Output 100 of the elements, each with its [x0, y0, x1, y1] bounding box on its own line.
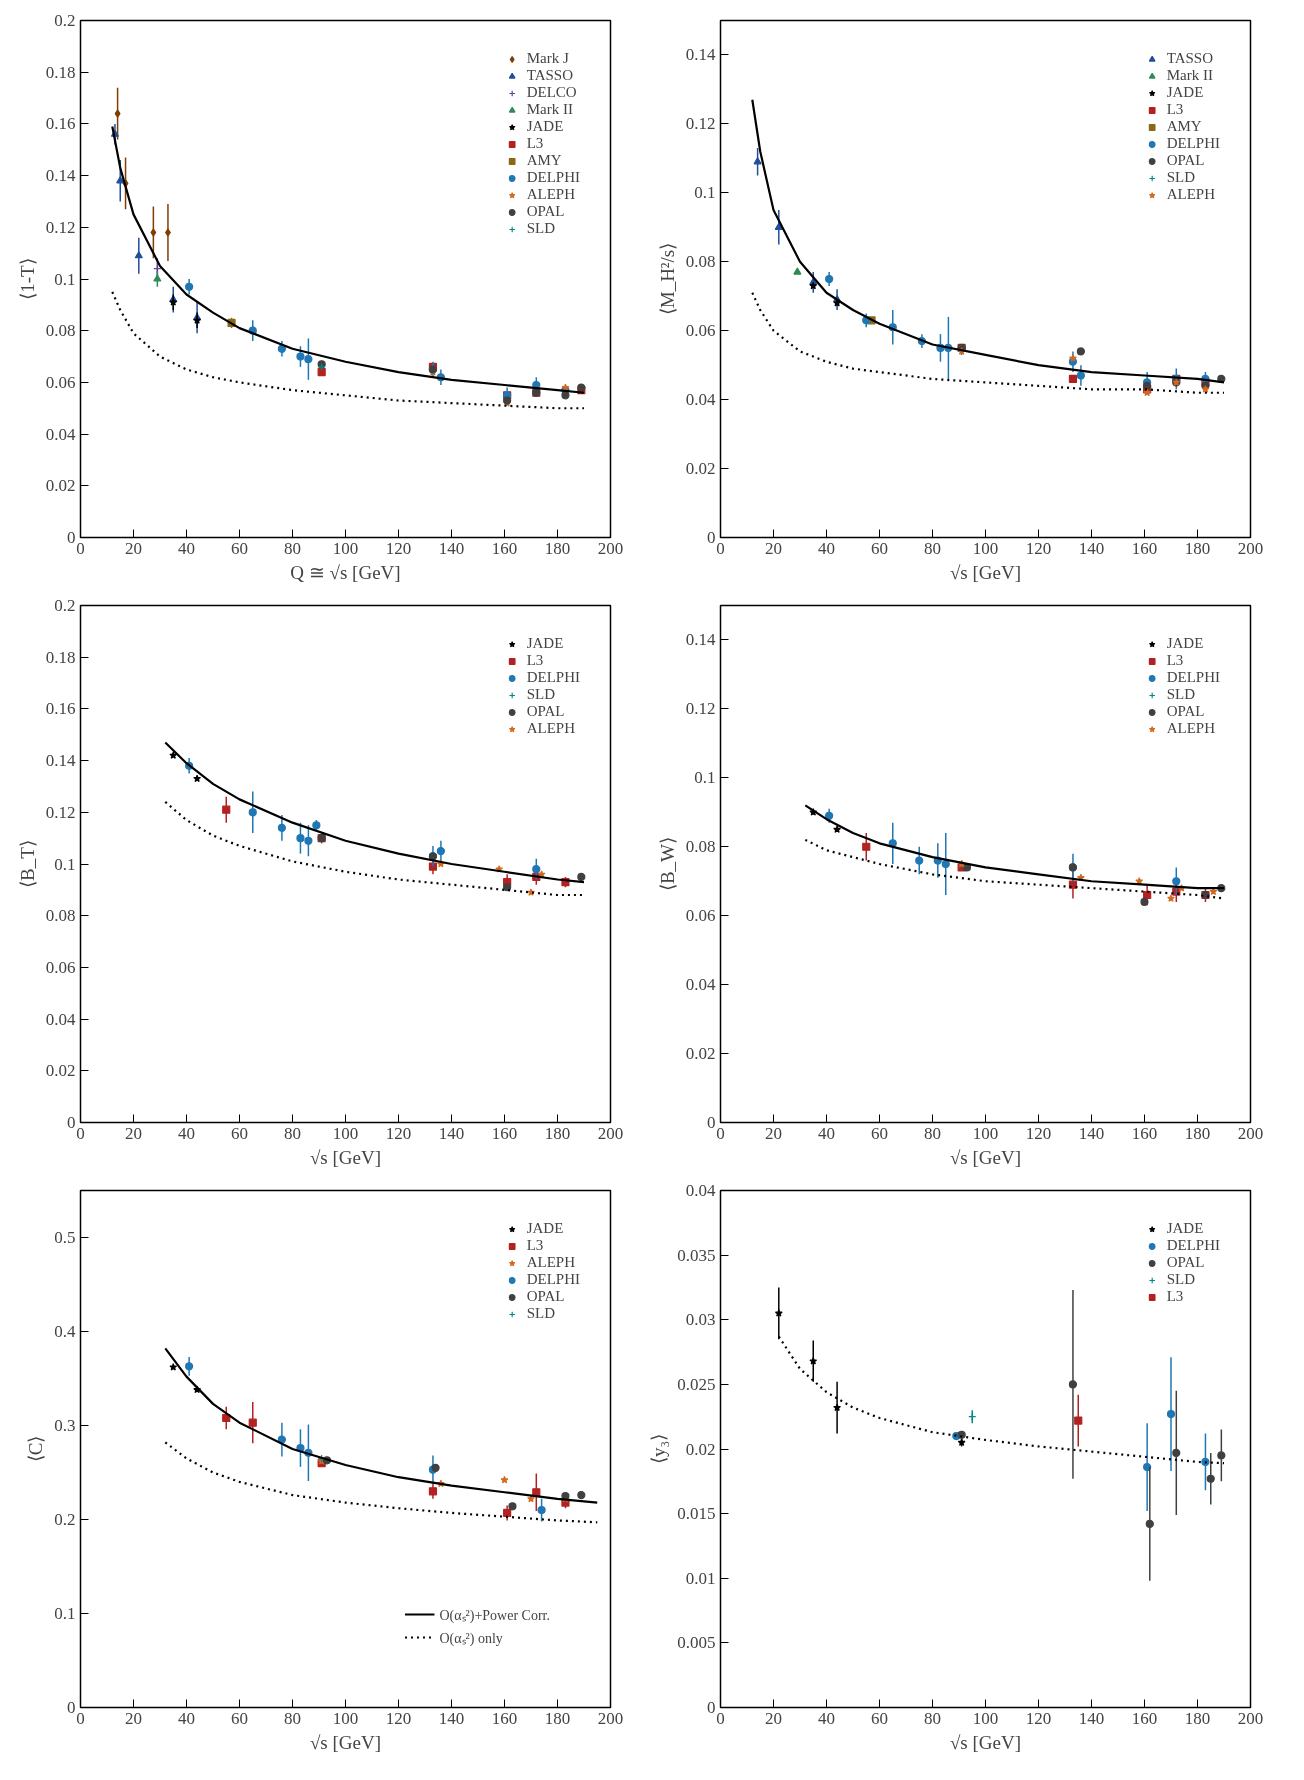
x-tick-label: 200 [1237, 538, 1264, 558]
x-tick-label: 40 [178, 538, 195, 558]
x-tick-label: 20 [765, 1123, 782, 1143]
x-tick-label: 60 [231, 1123, 248, 1143]
legend-label: O(αₛ²)+Power Corr. [439, 1606, 550, 1624]
legend-label: L3 [526, 135, 545, 152]
x-tick-label: 120 [1025, 1708, 1052, 1728]
x-tick-label: 180 [544, 1123, 571, 1143]
y-tick-label: 0.08 [45, 321, 76, 341]
x-axis-title: √s [GeV] [949, 561, 1022, 583]
legend-label: SLD [526, 1305, 556, 1322]
x-tick-label: 80 [284, 1123, 301, 1143]
legend-label: OPAL [1166, 703, 1205, 720]
legend-label: DELPHI [1166, 669, 1220, 686]
x-tick-label: 120 [385, 1123, 412, 1143]
legend-label: ALEPH [526, 720, 576, 737]
y-tick-label: 0.02 [685, 459, 716, 479]
x-tick-label: 200 [597, 1123, 624, 1143]
y-tick-label: 0.08 [685, 252, 716, 272]
x-tick-label: 20 [125, 538, 142, 558]
y-tick-label: 0.4 [54, 1322, 76, 1341]
x-tick-label: 60 [231, 1708, 248, 1728]
x-tick-label: 120 [385, 1708, 412, 1728]
x-axis-title: √s [GeV] [309, 1146, 382, 1168]
x-tick-label: 140 [1078, 1123, 1105, 1143]
y-tick-label: 0.06 [685, 906, 716, 926]
y-tick-label: 0.1 [54, 269, 76, 289]
y-tick-label: 0.5 [54, 1228, 76, 1247]
y-tick-label: 0.12 [685, 699, 716, 719]
legend-label: SLD [1166, 169, 1196, 186]
y-tick-label: 0.2 [54, 11, 76, 30]
x-tick-label: 160 [491, 538, 518, 558]
legend-label: SLD [526, 686, 556, 703]
y-tick-label: 0.16 [45, 699, 76, 719]
legend-label: Mark II [526, 101, 573, 118]
legend-label: JADE [1166, 1220, 1204, 1237]
y-tick-label: 0.01 [685, 1568, 716, 1588]
x-axis-title: √s [GeV] [949, 1146, 1022, 1168]
x-tick-label: 160 [1131, 1123, 1158, 1143]
y-tick-label: 0.12 [45, 217, 76, 237]
y-tick-label: 0.04 [685, 975, 716, 995]
x-tick-label: 200 [597, 1708, 624, 1728]
x-tick-label: 200 [597, 538, 624, 558]
x-tick-label: 100 [332, 1708, 359, 1728]
legend-label: TASSO [526, 67, 573, 84]
y-axis-title: ⟨B_T⟩ [16, 840, 38, 888]
legend-label: DELPHI [1166, 1237, 1220, 1254]
x-tick-label: 100 [972, 538, 999, 558]
y-axis-title: ⟨C⟩ [25, 1435, 47, 1463]
x-tick-label: 140 [438, 1708, 465, 1728]
y-axis-title: ⟨1-T⟩ [16, 258, 38, 300]
y-tick-label: 0.035 [677, 1245, 716, 1265]
legend-label: OPAL [526, 203, 565, 220]
y-tick-label: 0.18 [45, 647, 76, 667]
x-tick-label: 140 [1078, 538, 1105, 558]
y-tick-label: 0.005 [677, 1633, 716, 1653]
y-tick-label: 0.02 [685, 1439, 716, 1459]
x-tick-label: 120 [1025, 1123, 1052, 1143]
y-tick-label: 0.04 [45, 424, 76, 444]
legend-label: DELCO [526, 84, 577, 101]
x-tick-label: 180 [544, 538, 571, 558]
y-tick-label: 0.025 [677, 1374, 716, 1394]
x-tick-label: 160 [1131, 1708, 1158, 1728]
y-tick-label: 0.06 [685, 321, 716, 341]
legend-label: SLD [1166, 686, 1196, 703]
legend-label: L3 [1166, 1288, 1185, 1305]
x-tick-label: 120 [385, 538, 412, 558]
legend-label: OPAL [526, 703, 565, 720]
y-tick-label: 0.04 [45, 1009, 76, 1029]
legend-label: OPAL [1166, 1254, 1205, 1271]
legend-label: AMY [526, 152, 562, 169]
y-tick-label: 0.12 [685, 114, 716, 134]
y-tick-label: 0.06 [45, 372, 76, 392]
legend-label: ALEPH [1166, 186, 1216, 203]
y-tick-label: 0.08 [45, 906, 76, 926]
x-axis-title: √s [GeV] [309, 1731, 382, 1753]
legend-label: L3 [526, 652, 545, 669]
legend-label: DELPHI [526, 669, 580, 686]
y-tick-label: 0.3 [54, 1416, 76, 1435]
x-tick-label: 40 [818, 1123, 835, 1143]
y-tick-label: 0.14 [45, 751, 76, 771]
legend-label: DELPHI [526, 1271, 580, 1288]
legend-label: SLD [1166, 1271, 1196, 1288]
y-tick-label: 0.1 [54, 1604, 76, 1623]
legend-label: ALEPH [526, 186, 576, 203]
legend-label: ALEPH [526, 1254, 576, 1271]
x-tick-label: 100 [972, 1123, 999, 1143]
y-tick-label: 0.03 [685, 1310, 716, 1330]
x-tick-label: 20 [765, 1708, 782, 1728]
y-axis-title: ⟨M_H²/s⟩ [656, 242, 678, 316]
y-tick-label: 0.12 [45, 802, 76, 822]
legend-label: SLD [526, 220, 556, 237]
x-tick-label: 100 [332, 538, 359, 558]
legend-label: JADE [526, 1220, 564, 1237]
legend-label: O(αₛ²) only [439, 1629, 503, 1647]
y-tick-label: 0.1 [694, 183, 716, 203]
y-tick-label: 0.1 [694, 768, 716, 788]
legend-label: L3 [1166, 101, 1185, 118]
y-tick-label: 0.2 [54, 1510, 76, 1529]
legend-label: OPAL [1166, 152, 1205, 169]
